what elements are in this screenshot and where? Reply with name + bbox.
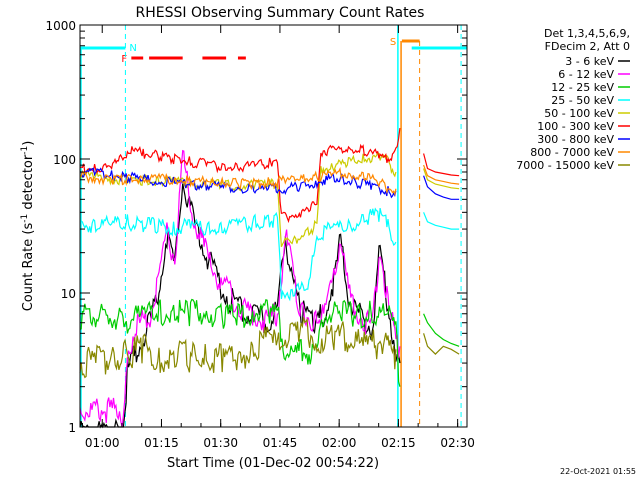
legend-label-3-6-kev: 3 - 6 keV <box>565 55 614 68</box>
y-tick-label-1: 1 <box>68 421 76 435</box>
series-line-after-gap-800-7000-kev <box>423 164 460 185</box>
x-tick-label-3: 01:30 <box>203 436 238 450</box>
x-tick-label-2: 01:15 <box>144 436 179 450</box>
x-axis-label: Start Time (01-Dec-02 00:54:22) <box>167 456 379 471</box>
series-line-after-gap-7000-15000-kev <box>423 333 460 355</box>
legend-label-300-800-kev: 300 - 800 keV <box>537 133 614 146</box>
series-line-after-gap-300-800-kev <box>423 175 460 200</box>
plot-area: NF S <box>79 25 467 429</box>
series-line-after-gap-25-50-kev <box>423 212 460 230</box>
footer-timestamp: 22-Oct-2021 01:55 <box>560 467 636 476</box>
x-tick-label-4: 01:45 <box>263 436 298 450</box>
series-line-100-300-kev <box>79 128 401 224</box>
y-axis-label-mid: detector <box>21 154 36 214</box>
series-line-after-gap-100-300-kev <box>423 153 460 177</box>
y-tick-label-3: 100 <box>53 153 76 167</box>
series-line-7000-15000-kev <box>79 317 397 379</box>
flare-marker-label: F <box>121 54 127 65</box>
series-line-800-7000-kev <box>79 166 397 196</box>
chart-title: RHESSI Observing Summary Count Rates <box>136 5 425 21</box>
y-axis-label: Count Rate (s-1 detector-1) <box>20 141 36 312</box>
y-axis-label-prefix: Count Rate (s <box>21 223 36 312</box>
legend: Det 1,3,4,5,6,9, FDecim 2, Att 0 3 - 6 k… <box>516 27 630 172</box>
series-line-6-12-kev <box>79 149 401 428</box>
plot-frame <box>79 24 468 428</box>
saa-marker-label: S <box>390 37 396 48</box>
series-line-12-25-kev <box>79 298 401 387</box>
series-line-300-800-kev <box>79 167 397 199</box>
legend-label-800-7000-kev: 800 - 7000 keV <box>530 146 614 159</box>
series-line-after-gap-50-100-kev <box>423 168 460 190</box>
series-line-after-gap-12-25-kev <box>423 313 460 347</box>
legend-label-6-12-kev: 6 - 12 keV <box>558 68 614 81</box>
x-tick-label-5: 02:00 <box>322 436 357 450</box>
y-axis: 1 10 100 1000 <box>45 19 467 435</box>
x-tick-label-1: 01:00 <box>85 436 120 450</box>
legend-label-7000-15000-kev: 7000 - 15000 keV <box>516 159 614 172</box>
legend-label-50-100-kev: 50 - 100 keV <box>544 107 614 120</box>
series-line-3-6-kev <box>79 183 401 429</box>
y-tick-label-4: 1000 <box>45 19 76 33</box>
legend-label-25-50-kev: 25 - 50 keV <box>551 94 614 107</box>
y-axis-label-suffix: ) <box>21 141 36 146</box>
legend-header-line-2: FDecim 2, Att 0 <box>545 40 630 53</box>
y-axis-label-sup2: -1 <box>20 146 30 155</box>
night-marker-label: N <box>129 43 136 54</box>
series-line-25-50-kev <box>79 207 397 302</box>
y-tick-label-2: 10 <box>61 287 76 301</box>
legend-label-12-25-kev: 12 - 25 keV <box>551 81 614 94</box>
legend-header-line-1: Det 1,3,4,5,6,9, <box>544 27 630 40</box>
x-axis: 01:00 01:15 01:30 01:45 02:00 02:15 02:30 <box>81 25 475 450</box>
x-tick-label-7: 02:30 <box>440 436 475 450</box>
y-axis-label-sup1: -1 <box>20 214 30 223</box>
x-tick-label-6: 02:15 <box>381 436 416 450</box>
legend-label-100-300-kev: 100 - 300 keV <box>537 120 614 133</box>
